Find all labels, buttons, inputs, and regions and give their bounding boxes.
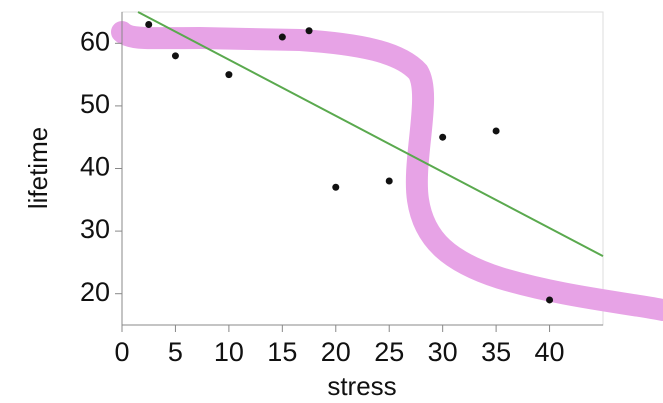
chart: stress lifetime 20 30 40 50 60 0 5 10 15 20 25 30 35… — [0, 0, 663, 403]
point — [546, 296, 553, 303]
point — [225, 71, 232, 78]
x-tick-label: 40 — [535, 337, 565, 367]
point — [172, 52, 179, 59]
y-tick-label: 20 — [80, 277, 110, 307]
x-tick-label: 15 — [267, 337, 297, 367]
y-axis-label: lifetime — [23, 127, 53, 209]
page: stress lifetime 20 30 40 50 60 0 5 10 15 20 25 30 35… — [0, 0, 663, 403]
x-tick-label: 5 — [168, 337, 183, 367]
annotation-stroke — [122, 32, 663, 310]
point — [306, 27, 313, 34]
point — [439, 134, 446, 141]
x-tick-label: 25 — [374, 337, 404, 367]
point — [279, 34, 286, 41]
y-tick-label: 50 — [80, 89, 110, 119]
x-tick-label: 20 — [321, 337, 351, 367]
y-tick-label: 30 — [80, 214, 110, 244]
point — [145, 21, 152, 28]
x-tick-label: 10 — [214, 337, 244, 367]
y-tick-label: 40 — [80, 152, 110, 182]
x-tick-label: 0 — [114, 337, 129, 367]
point — [332, 184, 339, 191]
y-tick-label: 60 — [80, 26, 110, 56]
point — [493, 127, 500, 134]
x-axis-label: stress — [327, 371, 396, 401]
x-tick-label: 30 — [428, 337, 458, 367]
x-tick-label: 35 — [481, 337, 511, 367]
point — [386, 178, 393, 185]
